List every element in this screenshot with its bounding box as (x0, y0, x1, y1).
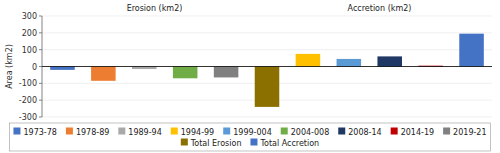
legend-label: 1973-78 (23, 128, 56, 137)
legend-swatch (66, 128, 73, 135)
tick-label: -100 (19, 79, 37, 88)
bar (255, 67, 280, 107)
bar (91, 67, 116, 81)
tick-mark (39, 49, 42, 50)
y-label: Area (km2) (5, 44, 14, 89)
bar (377, 56, 402, 66)
legend-swatch (181, 139, 188, 146)
tick-mark (39, 16, 42, 17)
tick-label: -300 (19, 113, 37, 122)
tick-label: -200 (19, 96, 37, 105)
grid-line (42, 49, 492, 50)
tick-mark (39, 32, 42, 33)
tick-label: 300 (22, 12, 37, 21)
legend-label: Total Accretion (259, 139, 319, 148)
legend-label: 2014-19 (401, 128, 434, 137)
legend-swatch (338, 128, 345, 135)
bar (50, 67, 75, 70)
legend-label: 1978-89 (76, 128, 109, 137)
tick-mark (39, 100, 42, 101)
legend-item: 2004-008 (281, 128, 330, 137)
tick-mark (39, 66, 42, 67)
legend: 1973-78 1978-89 1989-94 1994-99 1999-004 2004… (9, 123, 490, 151)
bars (50, 34, 484, 107)
legend-frame (9, 123, 490, 151)
y-axis: -300 -200 -100 0 100 200 300 (19, 12, 492, 122)
grid-line (42, 66, 492, 67)
legend-swatch (391, 128, 398, 135)
legend-label: 2019-21 (453, 128, 486, 137)
legend-label: Total Erosion (190, 139, 242, 148)
legend-label: 1999-004 (233, 128, 272, 137)
legend-swatch (250, 139, 257, 146)
legend-label: 2004-008 (291, 128, 330, 137)
legend-swatch (223, 128, 230, 135)
tick-label: 200 (22, 29, 37, 38)
grid-line (42, 16, 492, 17)
legend-item: 1973-78 (13, 128, 56, 137)
legend-item: Total Accretion (250, 139, 319, 148)
legend-item: 2014-19 (391, 128, 434, 137)
legend-swatch (118, 128, 125, 135)
legend-swatch (281, 128, 288, 135)
legend-item: 2019-21 (443, 128, 486, 137)
tick-mark (39, 83, 42, 84)
legend-item: 1978-89 (66, 128, 109, 137)
legend-label: 2008-14 (348, 128, 381, 137)
legend-label: 1994-99 (181, 128, 214, 137)
tick-label: 0 (32, 63, 37, 72)
annotation: Erosion (km2) (127, 4, 183, 13)
bar (459, 34, 484, 67)
zero-line (42, 66, 492, 67)
legend-label: 1989-94 (128, 128, 161, 137)
grid-line (42, 117, 492, 118)
chart: -300 -200 -100 0 100 200 300 Area (km2) Erosion … (0, 0, 500, 153)
grid-line (42, 32, 492, 33)
annotation: Accretion (km2) (348, 4, 412, 13)
legend-item: 1989-94 (118, 128, 161, 137)
legend-swatch (171, 128, 178, 135)
tick-mark (39, 117, 42, 118)
bar (173, 67, 198, 79)
bar (296, 54, 321, 67)
legend-swatch (443, 128, 450, 135)
legend-item: Total Erosion (181, 139, 242, 148)
bar (337, 59, 362, 67)
legend-item: 1999-004 (223, 128, 272, 137)
legend-item: 2008-14 (338, 128, 381, 137)
bar (214, 67, 239, 78)
legend-item: 1994-99 (171, 128, 214, 137)
tick-label: 100 (22, 46, 37, 55)
legend-swatch (13, 128, 20, 135)
